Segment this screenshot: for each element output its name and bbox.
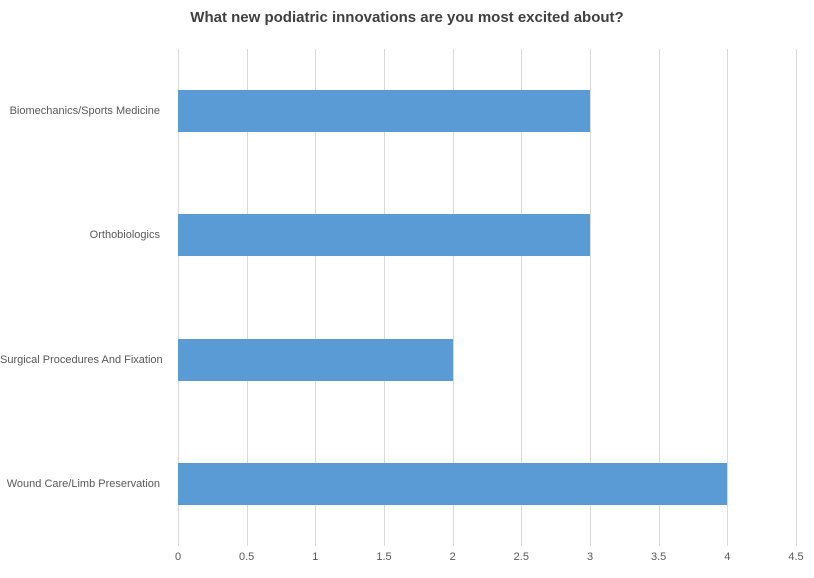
- category-label-biomechanics-sports-medicine: Biomechanics/Sports Medicine: [9, 105, 160, 118]
- category-label-wound-care-limb-preservation: Wound Care/Limb Preservation: [6, 477, 160, 490]
- gridline-x-1: [315, 49, 317, 546]
- plot-area: [178, 49, 797, 546]
- bar-wound-care-limb-preservation: [178, 462, 728, 505]
- gridline-x-1.5: [384, 49, 385, 546]
- gridline-x-0: [178, 49, 179, 546]
- x-tick-label-4.5: 4.5: [788, 551, 804, 563]
- bar-orthobiologics: [178, 214, 590, 257]
- bar-surgical-procedures-and-fixation: [178, 338, 453, 381]
- category-label-surgical-procedures-and-fixation: Surgical Procedures And Fixation: [0, 353, 163, 366]
- x-tick-label-3.5: 3.5: [651, 551, 667, 563]
- chart-title: What new podiatric innovations are you m…: [190, 9, 624, 26]
- gridline-x-2: [452, 49, 454, 546]
- x-tick-label-0: 0: [174, 551, 182, 563]
- x-tick-label-1.5: 1.5: [376, 551, 392, 563]
- x-tick-label-4: 4: [724, 551, 731, 563]
- gridline-x-2.5: [521, 49, 523, 546]
- category-label-orthobiologics: Orthobiologics: [89, 229, 160, 242]
- x-tick-label-0.5: 0.5: [239, 551, 255, 563]
- gridline-x-4.5: [796, 49, 797, 546]
- gridline-x-3.5: [658, 49, 660, 546]
- x-tick-label-1: 1: [312, 551, 319, 563]
- bar-biomechanics-sports-medicine: [178, 90, 590, 133]
- x-tick-label-3: 3: [586, 551, 594, 563]
- x-tick-label-2.5: 2.5: [513, 551, 529, 563]
- x-tick-label-2: 2: [449, 551, 456, 563]
- gridline-x-0.5: [246, 49, 248, 546]
- gridline-x-4: [727, 49, 729, 546]
- gridline-x-3: [590, 49, 591, 546]
